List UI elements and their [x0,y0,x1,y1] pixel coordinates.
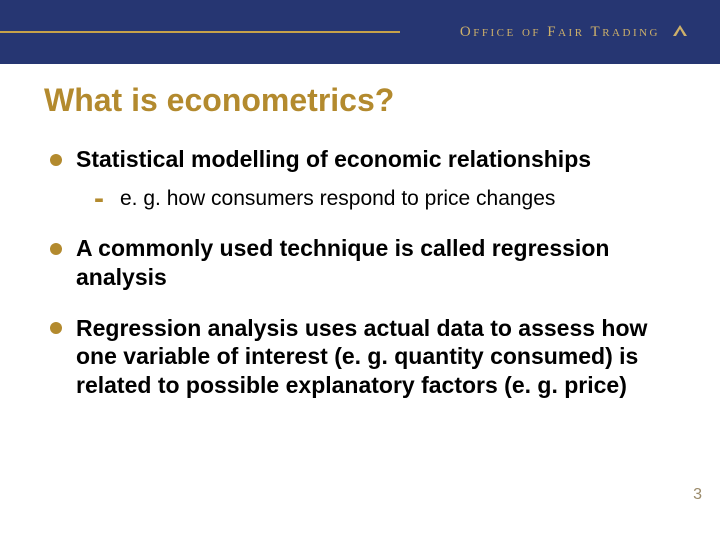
bullet-item: Regression analysis uses actual data to … [48,314,676,400]
bullet-text: Regression analysis uses actual data to … [76,315,647,399]
header-bar: Office of Fair Trading [0,0,720,64]
bullet-item: A commonly used technique is called regr… [48,234,676,292]
slide-content: What is econometrics? Statistical modell… [0,64,720,400]
logo-mark-icon [670,22,690,42]
sub-list: -e. g. how consumers respond to price ch… [76,186,676,212]
bullet-text: Statistical modelling of economic relati… [76,146,591,172]
bullet-item: Statistical modelling of economic relati… [48,145,676,212]
logo-text: Office of Fair Trading [460,24,660,41]
logo: Office of Fair Trading [460,22,690,42]
bullet-text: A commonly used technique is called regr… [76,235,609,290]
slide-title: What is econometrics? [44,82,676,119]
sub-item: -e. g. how consumers respond to price ch… [94,186,676,212]
sub-text: e. g. how consumers respond to price cha… [120,187,555,210]
bullet-list: Statistical modelling of economic relati… [44,145,676,400]
header-accent-line [0,31,400,33]
page-number: 3 [693,486,702,504]
dash-icon: - [94,180,104,218]
